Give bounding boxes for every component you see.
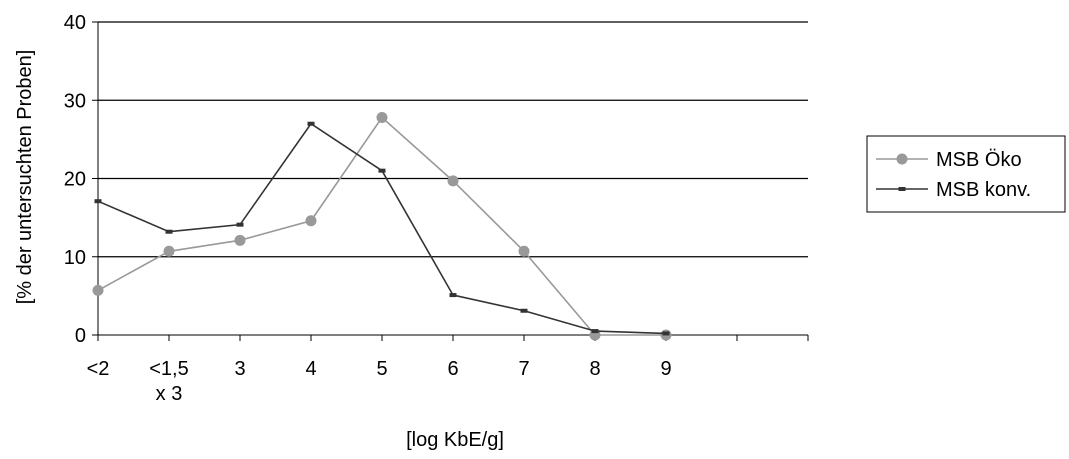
legend: MSB Öko MSB konv. [866, 135, 1066, 213]
data-point [165, 229, 173, 234]
data-point [662, 331, 670, 336]
legend-label: MSB konv. [936, 179, 1031, 201]
data-point [234, 234, 246, 246]
y-tick-label: 40 [64, 12, 86, 34]
data-point [305, 215, 317, 227]
x-tick-label: <1,5 x 3 [149, 358, 188, 405]
data-point [92, 284, 104, 296]
x-axis-label: [log KbE/g] [406, 429, 504, 451]
y-tick-label: 0 [75, 325, 86, 347]
y-axis-label: [% der untersuchten Proben] [14, 50, 36, 305]
legend-marker [898, 187, 906, 191]
gridlines [98, 21, 808, 258]
x-tick-label: 4 [305, 358, 316, 380]
series-line [97, 116, 666, 336]
x-tick-label: 3 [234, 358, 245, 380]
data-point [378, 168, 386, 173]
legend-box [866, 135, 1066, 213]
axes [92, 21, 809, 341]
data-point [449, 293, 457, 298]
x-tick-label: 5 [376, 358, 387, 380]
x-tick-label: <2 [87, 358, 110, 380]
legend-marker [896, 153, 908, 165]
y-tick-label: 10 [64, 247, 86, 269]
series-line [97, 122, 667, 335]
data-point [236, 222, 244, 227]
data-point [447, 175, 459, 187]
y-tick-labels: 0 10 20 30 40 [64, 12, 86, 347]
data-point [307, 121, 315, 126]
data-point [518, 245, 530, 257]
data-point [520, 308, 528, 313]
data-point [376, 111, 388, 123]
data-point [163, 245, 175, 257]
data-point [591, 329, 599, 334]
x-tick-label: 7 [518, 358, 529, 380]
series-group [92, 111, 672, 341]
x-tick-labels: <2 <1,5 x 3 3 4 5 6 7 8 9 [87, 358, 672, 405]
x-tick-label: 8 [589, 358, 600, 380]
x-tick-label: 6 [447, 358, 458, 380]
x-tick-label: 9 [660, 358, 671, 380]
data-point [94, 199, 102, 204]
y-tick-label: 30 [64, 90, 86, 112]
legend-label: MSB Öko [936, 149, 1022, 171]
y-tick-label: 20 [64, 169, 86, 191]
